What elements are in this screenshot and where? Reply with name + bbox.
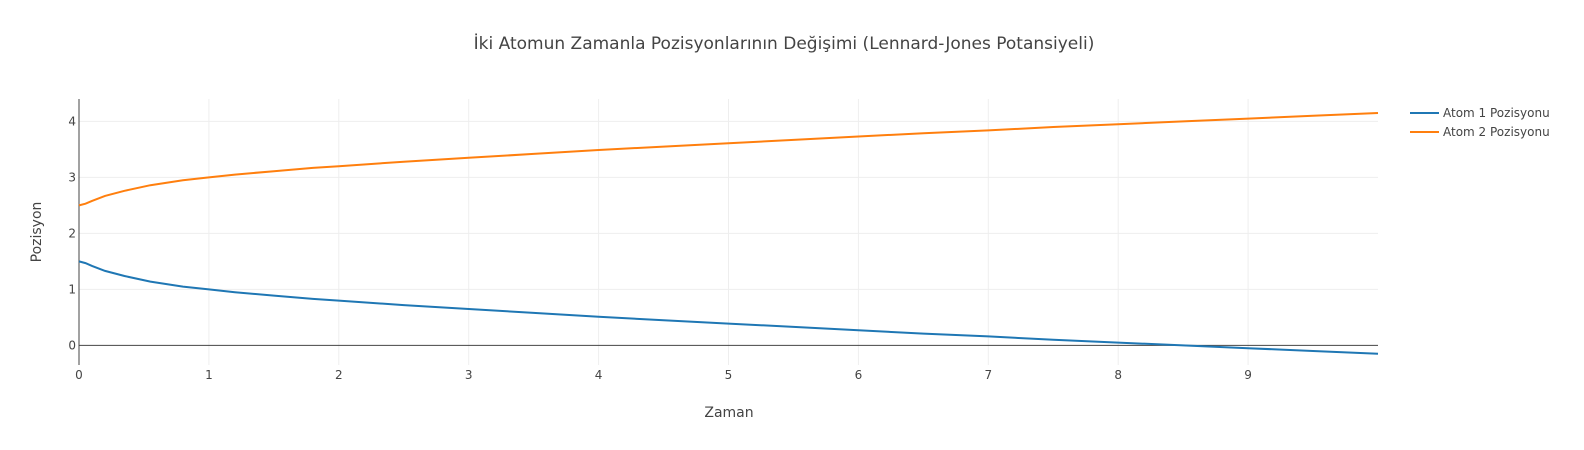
- x-tick-label: 0: [75, 368, 83, 382]
- x-tick-label: 4: [595, 368, 603, 382]
- legend-item-1[interactable]: Atom 1 Pozisyonu: [1410, 106, 1550, 120]
- legend-item-2[interactable]: Atom 2 Pozisyonu: [1410, 125, 1550, 139]
- y-tick-label: 4: [68, 114, 76, 128]
- y-tick-labels: 0 1 2 3 4: [68, 114, 76, 352]
- x-tick-label: 7: [984, 368, 992, 382]
- legend-label: Atom 1 Pozisyonu: [1443, 106, 1550, 120]
- grid: [79, 99, 1378, 365]
- series-line-2[interactable]: [78, 112, 1379, 207]
- chart-title: İki Atomun Zamanla Pozisyonlarının Değiş…: [474, 33, 1095, 54]
- x-tick-label: 1: [205, 368, 213, 382]
- y-tick-label: 1: [68, 282, 76, 296]
- series-line-1[interactable]: [78, 260, 1379, 355]
- legend-label: Atom 2 Pozisyonu: [1443, 125, 1550, 139]
- x-tick-label: 8: [1114, 368, 1122, 382]
- x-axis-title: Zaman: [704, 405, 753, 421]
- legend[interactable]: Atom 1 Pozisyonu Atom 2 Pozisyonu: [1410, 106, 1550, 139]
- x-tick-label: 9: [1244, 368, 1252, 382]
- y-axis-title: Pozisyon: [29, 202, 45, 263]
- series-group: [78, 112, 1379, 355]
- y-tick-label: 2: [68, 226, 76, 240]
- x-tick-labels: 0 1 2 3 4 5 6 7 8 9: [75, 368, 1252, 382]
- x-tick-label: 3: [465, 368, 473, 382]
- x-tick-label: 2: [335, 368, 343, 382]
- y-tick-label: 3: [68, 170, 76, 184]
- y-tick-label: 0: [68, 338, 76, 352]
- x-tick-label: 5: [725, 368, 733, 382]
- x-tick-label: 6: [855, 368, 863, 382]
